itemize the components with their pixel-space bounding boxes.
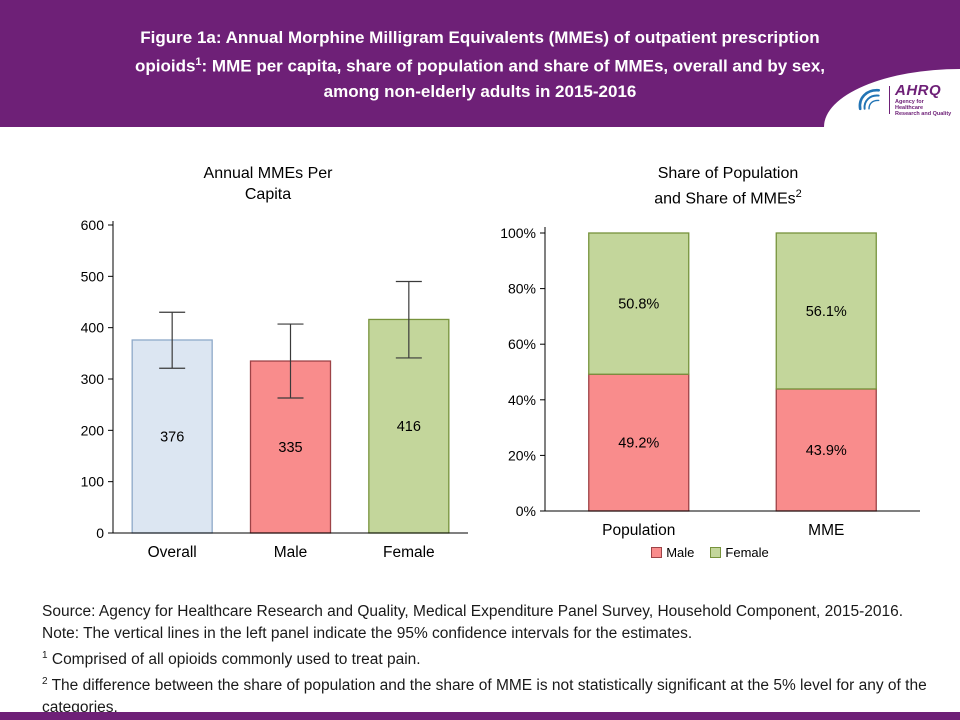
figure-title-line-1: Figure 1a: Annual Morphine Milligram Equ… <box>140 28 820 47</box>
bar-value-label: 416 <box>397 419 421 435</box>
y-tick-label: 80% <box>508 281 536 297</box>
figure-title-line-3: among non-elderly adults in 2015-2016 <box>323 81 637 101</box>
y-tick-label: 100% <box>500 225 536 241</box>
footnote-1: 1 Comprised of all opioids commonly used… <box>42 650 421 669</box>
y-tick-label: 0% <box>516 503 536 519</box>
bar-overall <box>131 339 213 534</box>
segment-male-population <box>588 373 690 512</box>
logo-text: AHRQ Agency for Healthcare Research and … <box>895 83 952 117</box>
y-tick-label: 600 <box>81 217 105 233</box>
share-chart-title: Share of Population and Share of MMEs2 <box>654 165 802 208</box>
methods-note: Note: The vertical lines in the left pan… <box>42 625 693 642</box>
legend-item-female: Female <box>710 545 769 560</box>
mme-per-capita-chart: 0 100 200 300 400 500 600 376 Overall 335 Male 416 F… <box>81 217 468 561</box>
y-tick-label: 500 <box>81 268 105 284</box>
figure-title-line-2: opioids1: MME per capita, share of popul… <box>134 56 826 76</box>
x-category-label: MME <box>808 522 844 539</box>
charts-region: Annual MMEs Per Capita 0 100 200 300 400 500 6… <box>0 127 960 563</box>
y-tick-label: 300 <box>81 371 105 387</box>
x-category-label: Male <box>274 544 308 561</box>
source-note: Source: Agency for Healthcare Research a… <box>42 603 904 620</box>
y-tick-label: 60% <box>508 336 536 352</box>
hhs-eagle-icon <box>858 88 881 111</box>
legend-label-female: Female <box>725 545 769 560</box>
panel-share: Share of Population and Share of MMEs2 0… <box>490 163 930 560</box>
header-banner: Figure 1a: Annual Morphine Milligram Equ… <box>0 0 960 127</box>
y-tick-label: 40% <box>508 392 536 408</box>
figure-title: Figure 1a: Annual Morphine Milligram Equ… <box>0 0 960 104</box>
y-tick-label: 200 <box>81 422 105 438</box>
y-tick-label: 20% <box>508 447 536 463</box>
segment-female-population <box>588 232 690 375</box>
mme-per-capita-title: Annual MMEs Per Capita <box>203 165 333 203</box>
share-chart: 0% 20% 40% 60% 80% 100% 49.2% 50.8% Population 43… <box>500 225 920 539</box>
bar-value-label: 376 <box>160 429 184 445</box>
panel-mme-per-capita: Annual MMEs Per Capita 0 100 200 300 400 500 6… <box>58 163 478 563</box>
legend-item-male: Male <box>651 545 694 560</box>
ahrq-tagline: Agency for Healthcare Research and Quali… <box>894 99 952 117</box>
x-category-label: Population <box>602 522 675 539</box>
segment-label-male: 49.2% <box>618 436 659 452</box>
segment-label-female: 56.1% <box>806 304 847 320</box>
segment-label-female: 50.8% <box>618 297 659 313</box>
y-tick-label: 400 <box>81 320 105 336</box>
bottom-bar <box>0 712 960 720</box>
female-swatch <box>710 547 722 558</box>
segment-female-mme <box>775 232 877 390</box>
segment-male-mme <box>775 388 877 512</box>
y-tick-label: 0 <box>96 525 104 541</box>
x-category-label: Overall <box>148 544 197 561</box>
x-category-label: Female <box>383 544 435 561</box>
male-swatch <box>651 547 663 558</box>
legend-label-male: Male <box>666 545 695 560</box>
ahrq-wordmark: AHRQ <box>894 82 942 99</box>
bar-value-label: 335 <box>278 440 302 456</box>
logo-divider <box>889 86 890 114</box>
y-tick-label: 100 <box>81 474 105 490</box>
legend: Male Female <box>490 545 930 560</box>
segment-label-male: 43.9% <box>806 443 847 459</box>
footnotes: Source: Agency for Healthcare Research a… <box>0 563 960 719</box>
